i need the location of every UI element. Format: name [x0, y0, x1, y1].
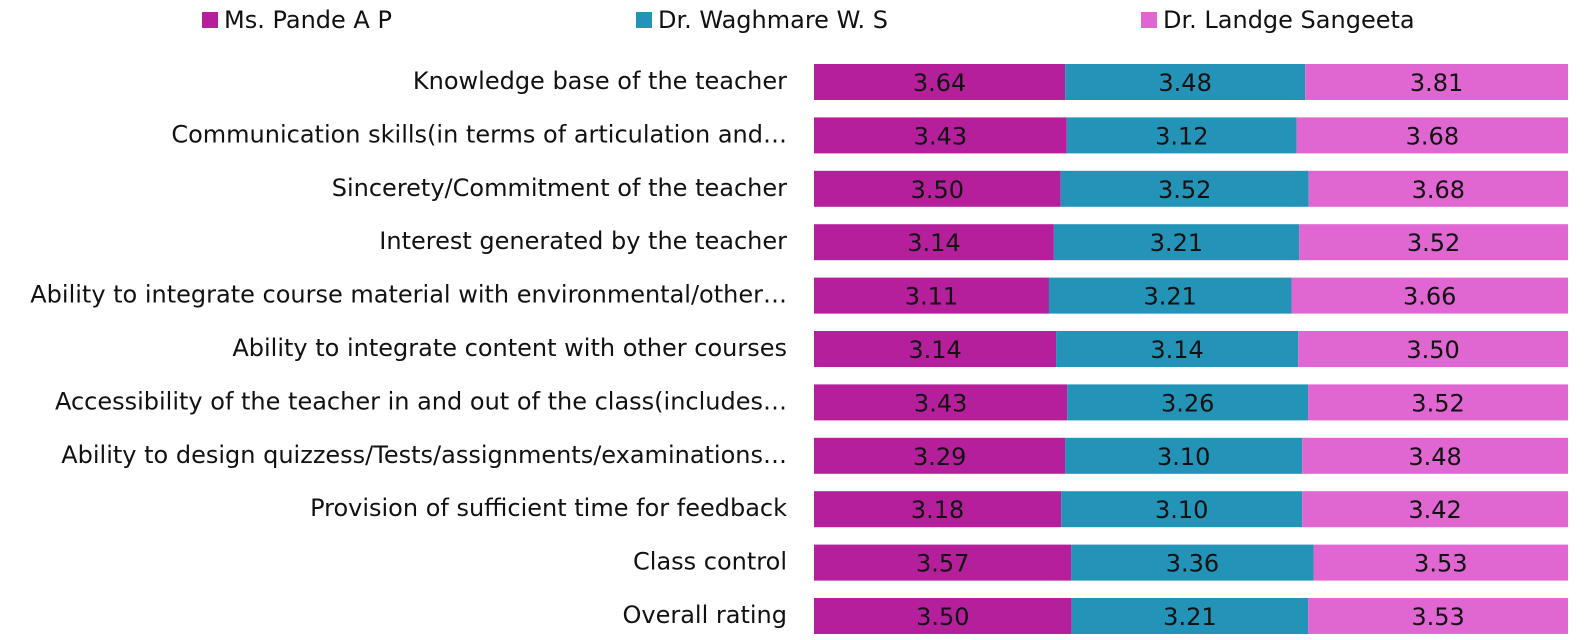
bar-segment — [814, 598, 1072, 634]
value-label: 3.57 — [916, 550, 969, 578]
category-label: Ability to integrate course material wit… — [30, 281, 787, 309]
bar-segment — [1053, 224, 1300, 261]
value-label: 3.48 — [1158, 69, 1211, 97]
value-label: 3.26 — [1161, 389, 1214, 417]
category-label: Sincerety/Commitment of the teacher — [332, 174, 787, 202]
value-label: 3.53 — [1411, 603, 1464, 631]
bar-segment — [814, 384, 1068, 421]
value-label: 3.52 — [1411, 389, 1464, 417]
bar-segment — [1065, 437, 1303, 474]
value-label: 3.50 — [911, 176, 964, 204]
bar-segment — [1313, 544, 1568, 581]
value-label: 3.68 — [1412, 176, 1465, 204]
bar-segment — [1060, 170, 1309, 207]
value-label: 3.21 — [1144, 283, 1197, 311]
bar-segment — [814, 437, 1066, 474]
value-label: 3.21 — [1163, 603, 1216, 631]
value-label: 3.50 — [1406, 336, 1459, 364]
value-label: 3.66 — [1403, 283, 1456, 311]
value-label: 3.14 — [907, 229, 960, 257]
value-label: 3.52 — [1158, 176, 1211, 204]
category-label: Interest generated by the teacher — [379, 227, 787, 255]
bar-segment — [1071, 544, 1314, 581]
value-label: 3.64 — [913, 69, 966, 97]
bar-segment — [1308, 384, 1568, 421]
value-label: 3.10 — [1157, 443, 1210, 471]
bar-segment — [1298, 331, 1568, 367]
legend-label: Ms. Pande A P — [224, 6, 392, 34]
legend-swatch — [1141, 12, 1157, 28]
category-label: Class control — [633, 548, 787, 576]
bar-segment — [814, 331, 1057, 367]
value-label: 3.14 — [1150, 336, 1203, 364]
value-label: 3.50 — [916, 603, 969, 631]
legend-label: Dr. Waghmare W. S — [658, 6, 888, 34]
category-label: Overall rating — [623, 601, 788, 629]
value-label: 3.43 — [914, 389, 967, 417]
bar-segment — [1299, 224, 1568, 261]
bar-segment — [1067, 384, 1309, 421]
category-label: Knowledge base of the teacher — [413, 67, 787, 95]
value-label: 3.21 — [1150, 229, 1203, 257]
legend-label: Dr. Landge Sangeeta — [1163, 6, 1415, 34]
bar-segment — [814, 491, 1062, 528]
bar-segment — [1305, 64, 1568, 100]
legend-swatch — [202, 12, 218, 28]
bar-segment — [814, 117, 1067, 154]
value-label: 3.14 — [908, 336, 961, 364]
value-label: 3.10 — [1155, 496, 1208, 524]
bar-segment — [814, 224, 1054, 261]
value-label: 3.29 — [913, 443, 966, 471]
value-label: 3.18 — [911, 496, 964, 524]
bar-segment — [1048, 277, 1292, 314]
category-label: Ability to design quizzess/Tests/assignm… — [61, 441, 787, 469]
bar-segment — [1061, 491, 1303, 528]
bar-segment — [814, 277, 1049, 314]
bar-segment — [814, 64, 1066, 100]
value-label: 3.52 — [1407, 229, 1460, 257]
value-label: 3.11 — [905, 283, 958, 311]
value-label: 3.12 — [1155, 122, 1208, 150]
category-label: Communication skills(in terms of articul… — [171, 120, 787, 148]
value-label: 3.48 — [1408, 443, 1461, 471]
bar-segment — [1071, 598, 1309, 634]
bar-segment — [1302, 491, 1568, 528]
value-label: 3.68 — [1406, 122, 1459, 150]
bar-segment — [1308, 170, 1568, 207]
bar-segment — [1302, 437, 1568, 474]
value-label: 3.36 — [1166, 550, 1219, 578]
value-label: 3.53 — [1414, 550, 1467, 578]
value-label: 3.42 — [1408, 496, 1461, 524]
value-label: 3.81 — [1410, 69, 1463, 97]
category-label: Provision of sufficient time for feedbac… — [310, 494, 787, 522]
category-label: Ability to integrate content with other … — [232, 334, 787, 362]
bar-segment — [1065, 64, 1306, 100]
category-label: Accessibility of the teacher in and out … — [55, 387, 787, 415]
bar-segment — [1056, 331, 1299, 367]
bar-segment — [1291, 277, 1568, 314]
bar-segment — [814, 170, 1061, 207]
bar-segment — [1066, 117, 1297, 154]
legend-swatch — [636, 12, 652, 28]
bar-segment — [814, 544, 1072, 581]
value-label: 3.43 — [914, 122, 967, 150]
bar-segment — [1296, 117, 1568, 154]
bar-segment — [1308, 598, 1568, 634]
